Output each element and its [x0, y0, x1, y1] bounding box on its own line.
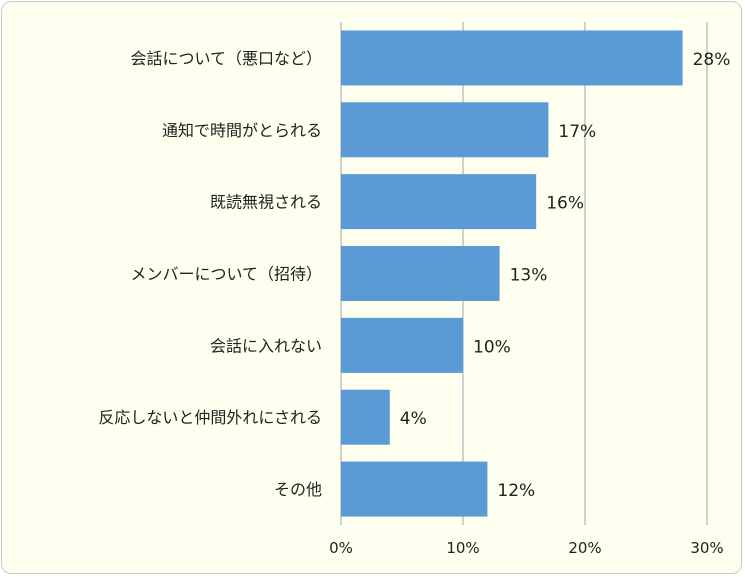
category-labels: 会話について（悪口など） 通知で時間がとられる既読無視されるメンバーについて（招待… [98, 49, 322, 499]
category-label: メンバーについて（招待） [130, 265, 322, 284]
value-label: 16% [546, 194, 584, 214]
bar [341, 461, 488, 517]
value-label: 10% [473, 337, 511, 357]
x-tick-label: 0% [329, 539, 353, 557]
x-tick-label: 20% [568, 539, 601, 557]
value-label: 17% [558, 122, 596, 142]
bar [341, 317, 463, 373]
bar [341, 389, 390, 445]
x-axis-tick-labels: 0% 10% 20% 30% [329, 539, 724, 557]
category-label: 通知で時間がとられる [162, 121, 322, 140]
category-label: その他 [274, 480, 322, 499]
bars [341, 30, 683, 517]
x-tick-label: 30% [690, 539, 723, 557]
value-label: 13% [510, 266, 548, 286]
value-labels: 28% 17% 16% 13% 10% 4% 12% [400, 50, 731, 501]
bar [341, 30, 683, 86]
category-label: 反応しないと仲間外れにされる [98, 408, 322, 427]
category-label: 会話について（悪口など） [130, 49, 322, 68]
category-label: 既読無視される [210, 193, 322, 212]
x-tick-label: 10% [446, 539, 479, 557]
value-label: 4% [400, 409, 427, 429]
value-label: 28% [693, 50, 731, 70]
bar [341, 102, 549, 158]
category-label: 会話に入れない [210, 336, 322, 355]
bar [341, 174, 537, 230]
bar [341, 246, 500, 301]
value-label: 12% [497, 481, 535, 501]
